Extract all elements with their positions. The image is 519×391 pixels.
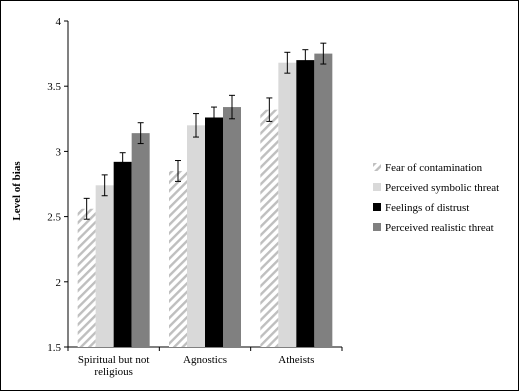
y-tick-label: 4 (56, 16, 62, 28)
y-tick-label: 2.5 (47, 212, 61, 224)
legend-swatch (373, 203, 381, 211)
bar (296, 60, 315, 348)
bar (205, 117, 223, 347)
legend-swatch (373, 183, 381, 191)
legend-label: Feelings of distrust (385, 202, 469, 214)
x-tick-label: Agnostics (183, 354, 227, 366)
bar (314, 53, 333, 347)
y-axis-title: Level of bias (11, 161, 23, 221)
bar (131, 133, 150, 347)
legend: Fear of contamination Perceived symbolic … (373, 162, 499, 234)
legend-label: Perceived realistic threat (385, 222, 494, 234)
bar (223, 107, 241, 348)
x-tick-label: religious (94, 366, 133, 378)
bar (77, 208, 96, 347)
legend-label: Perceived symbolic threat (385, 182, 499, 194)
x-tick-label: Spiritual but not (78, 354, 150, 366)
bar (113, 161, 132, 347)
bar (95, 185, 114, 347)
y-tick-label: 1.5 (47, 342, 61, 354)
bar (187, 125, 205, 347)
y-tick-label: 2 (56, 277, 62, 289)
bar (278, 62, 297, 348)
y-tick-label: 3.5 (47, 81, 61, 93)
legend-label: Fear of contamination (385, 162, 483, 174)
bar (169, 170, 187, 347)
bar (260, 109, 279, 347)
legend-swatch (373, 163, 381, 171)
legend-swatch (373, 223, 381, 231)
bars (77, 53, 333, 348)
x-tick-label: Atheists (278, 354, 314, 366)
y-tick-label: 3 (56, 146, 62, 158)
error-bars (83, 42, 327, 220)
